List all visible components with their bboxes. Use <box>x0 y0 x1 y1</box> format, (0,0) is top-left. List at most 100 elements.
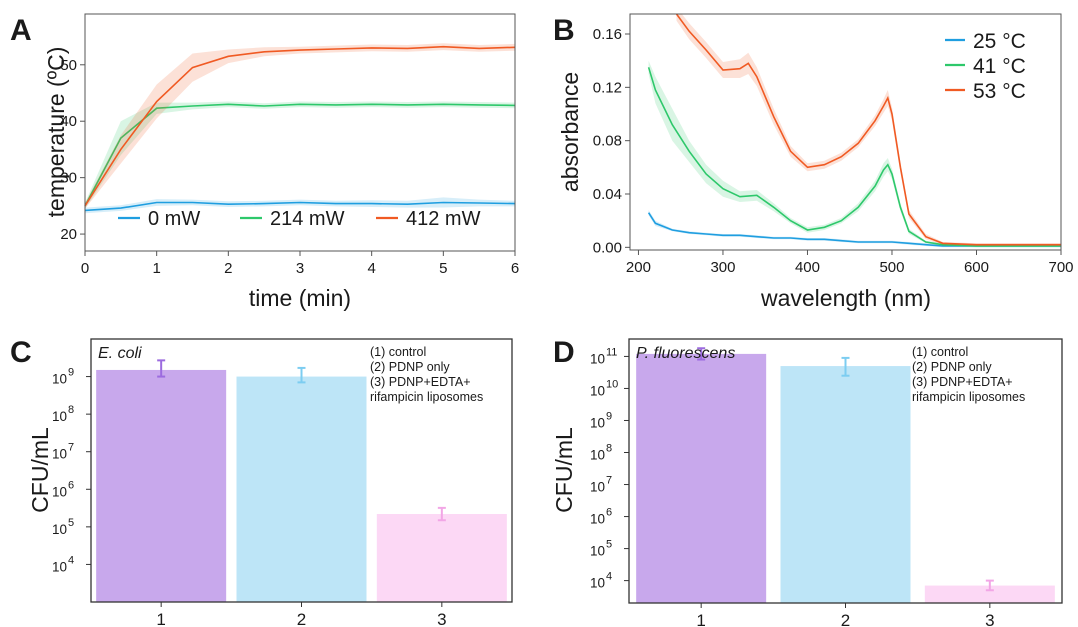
panel-b-x-tick-label-0: 200 <box>626 259 651 276</box>
panel-b-line-2 <box>675 14 1061 246</box>
panel-c-note-4: rifampicin liposomes <box>370 390 483 404</box>
panel-a-y-tick-label-0: 20 <box>60 226 77 243</box>
panel-c-bar-1 <box>96 369 227 602</box>
panel-b-line-1 <box>647 67 1061 247</box>
panel-c-organism-label: E. coli <box>98 345 142 362</box>
panel-a-line-0 <box>84 201 516 212</box>
panel-d-y-tick-label-6: 10 <box>590 383 605 398</box>
panel-a-x-tick-label-3: 3 <box>296 260 304 277</box>
panel-d-x-tick-label-1: 1 <box>696 611 705 627</box>
legend-label-0mw: 0 mW <box>148 208 200 230</box>
panel-a-x-axis-title: time (min) <box>249 285 351 311</box>
panel-d-note-3: (3) PDNP+EDTA+ <box>912 375 1013 389</box>
panel-a: A 0 1 2 3 4 5 6 20 30 40 50 time (min) temperature… <box>10 13 519 311</box>
panel-b-ticks: 200 300 400 500 600 700 0.00 0.04 0.08 0.12 0.16 <box>593 26 1074 276</box>
panel-c-notes: (1) control (2) PDNP only (3) PDNP+EDTA+… <box>370 345 483 404</box>
panel-d-bar-1 <box>636 353 767 603</box>
panel-d-y-tick-label-4: 10 <box>590 448 605 463</box>
panel-a-band-0 <box>85 197 515 214</box>
panel-d-y-tick-exponent-2: 6 <box>606 507 612 519</box>
panel-c-y-tick-exponent-0: 4 <box>68 554 74 566</box>
panel-d-y-tick-exponent-1: 5 <box>606 539 612 551</box>
panel-b-y-tick-label-3: 0.12 <box>593 79 622 96</box>
panel-c-y-axis-title: CFU/mL <box>27 427 53 513</box>
panel-c-y-tick-label-2: 10 <box>52 484 67 499</box>
panel-c-x-tick-label-2: 2 <box>297 610 306 627</box>
panel-a-y-tick-label-3: 50 <box>60 57 77 74</box>
panel-c-note-2: (2) PDNP only <box>370 360 450 374</box>
panel-c-bar-2 <box>236 376 367 602</box>
panel-c-y-tick-label-5: 10 <box>52 372 67 387</box>
panel-c-note-3: (3) PDNP+EDTA+ <box>370 375 471 389</box>
panel-a-line-1 <box>84 103 516 207</box>
panel-b-y-tick-label-1: 0.04 <box>593 186 622 203</box>
legend-label-25c: 25 °C <box>973 30 1026 53</box>
panel-b-x-tick-label-4: 600 <box>964 259 989 276</box>
panel-letter-b: B <box>553 14 575 47</box>
panel-b-y-tick-label-0: 0.00 <box>593 239 622 256</box>
panel-a-line-2 <box>84 45 516 207</box>
panel-a-x-tick-label-4: 4 <box>367 260 375 277</box>
panel-b-legend: 25 °C 41 °C 53 °C <box>945 30 1026 103</box>
panel-b-x-tick-label-1: 300 <box>710 259 735 276</box>
panel-a-x-tick-label-6: 6 <box>511 260 519 277</box>
panel-c-x-tick-label-3: 3 <box>437 610 446 627</box>
panel-d-y-tick-label-3: 10 <box>590 480 605 495</box>
panel-c-note-1: (1) control <box>370 345 426 359</box>
panel-d-notes: (1) control (2) PDNP only (3) PDNP+EDTA+… <box>912 345 1025 404</box>
panel-c-y-tick-label-0: 10 <box>52 559 67 574</box>
panel-d-x-tick-label-3: 3 <box>985 611 994 627</box>
panel-b-x-tick-label-3: 500 <box>879 259 904 276</box>
panel-c-y-tick-label-1: 10 <box>52 522 67 537</box>
panel-c-marks <box>96 359 507 602</box>
panel-c-y-tick-exponent-4: 8 <box>68 404 74 416</box>
panel-d-y-tick-exponent-7: 11 <box>606 346 617 358</box>
panel-a-band-2 <box>85 43 515 209</box>
panel-b-band-1 <box>648 60 1061 248</box>
panel-a-marks <box>84 43 516 214</box>
panel-b-y-tick-label-2: 0.08 <box>593 133 622 150</box>
panel-b-marks <box>647 14 1061 248</box>
panel-c-y-tick-exponent-1: 5 <box>68 517 74 529</box>
panel-c-y-tick-exponent-3: 7 <box>68 442 74 454</box>
panel-d-y-tick-label-1: 10 <box>590 544 605 559</box>
panel-d-note-2: (2) PDNP only <box>912 360 992 374</box>
panel-c-y-tick-label-4: 10 <box>52 409 67 424</box>
panel-d-note-4: rifampicin liposomes <box>912 390 1025 404</box>
panel-a-y-axis-title: temperature (ºC) <box>43 47 69 218</box>
panel-d-y-tick-label-5: 10 <box>590 415 605 430</box>
panel-d-y-tick-label-2: 10 <box>590 512 605 527</box>
panel-a-x-tick-label-5: 5 <box>439 260 447 277</box>
panel-b-y-tick-label-4: 0.16 <box>593 26 622 43</box>
panel-c-y-tick-label-3: 10 <box>52 447 67 462</box>
panel-a-ticks: 0 1 2 3 4 5 6 20 30 40 50 <box>60 57 519 277</box>
panel-b-x-tick-label-2: 400 <box>795 259 820 276</box>
panel-d-organism-label: P. fluorescens <box>636 345 735 362</box>
panel-d-y-tick-exponent-3: 7 <box>606 475 612 487</box>
panel-b: B 200 300 400 500 600 700 0.00 0.04 0.08 0.12 0.16… <box>553 13 1074 311</box>
panel-a-x-tick-label-1: 1 <box>152 260 160 277</box>
panel-b-x-tick-label-5: 700 <box>1048 259 1073 276</box>
panel-d-y-tick-exponent-4: 8 <box>606 443 612 455</box>
legend-label-214mw: 214 mW <box>270 208 345 230</box>
panel-b-frame <box>629 13 1062 251</box>
panel-d-y-tick-label-0: 10 <box>590 576 605 591</box>
panel-letter-d: D <box>553 336 575 369</box>
panel-b-x-axis-title: wavelength (nm) <box>760 285 931 311</box>
panel-d-bar-2 <box>780 366 911 603</box>
panel-d-y-tick-exponent-5: 9 <box>606 410 612 422</box>
panel-c-bar-3 <box>376 513 507 602</box>
panel-letter-c: C <box>10 336 32 369</box>
legend-label-412mw: 412 mW <box>406 208 481 230</box>
panel-c-y-tick-exponent-5: 9 <box>68 367 74 379</box>
panel-letter-a: A <box>10 14 32 47</box>
panel-b-y-axis-title: absorbance <box>557 72 583 192</box>
panel-c-x-tick-label-1: 1 <box>156 610 165 627</box>
legend-label-53c: 53 °C <box>973 80 1026 103</box>
legend-label-41c: 41 °C <box>973 55 1026 78</box>
panel-a-x-tick-label-2: 2 <box>224 260 232 277</box>
